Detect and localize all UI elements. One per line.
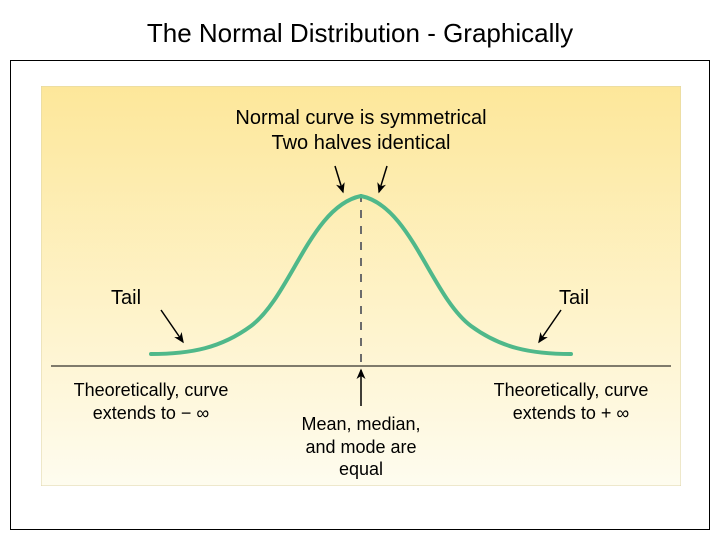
diagram-frame: Normal curve is symmetrical Two halves i… <box>10 60 710 530</box>
label-extends-left-l2: extends to − ∞ <box>93 403 209 423</box>
label-mmm-l3: equal <box>339 459 383 479</box>
label-extends-left: Theoretically, curve extends to − ∞ <box>51 379 251 424</box>
label-symmetrical-l2: Two halves identical <box>272 132 451 154</box>
label-tail-left: Tail <box>111 286 141 311</box>
label-symmetrical: Normal curve is symmetrical Two halves i… <box>11 106 710 156</box>
label-mean-median-mode: Mean, median, and mode are equal <box>281 413 441 481</box>
label-tail-right: Tail <box>559 286 589 311</box>
page-title: The Normal Distribution - Graphically <box>0 0 720 49</box>
label-mmm-l1: Mean, median, <box>301 414 420 434</box>
label-extends-right-l2: extends to + ∞ <box>513 403 629 423</box>
label-extends-right: Theoretically, curve extends to + ∞ <box>471 379 671 424</box>
label-extends-left-l1: Theoretically, curve <box>74 380 229 400</box>
label-extends-right-l1: Theoretically, curve <box>494 380 649 400</box>
label-symmetrical-l1: Normal curve is symmetrical <box>235 107 486 129</box>
label-mmm-l2: and mode are <box>305 437 416 457</box>
